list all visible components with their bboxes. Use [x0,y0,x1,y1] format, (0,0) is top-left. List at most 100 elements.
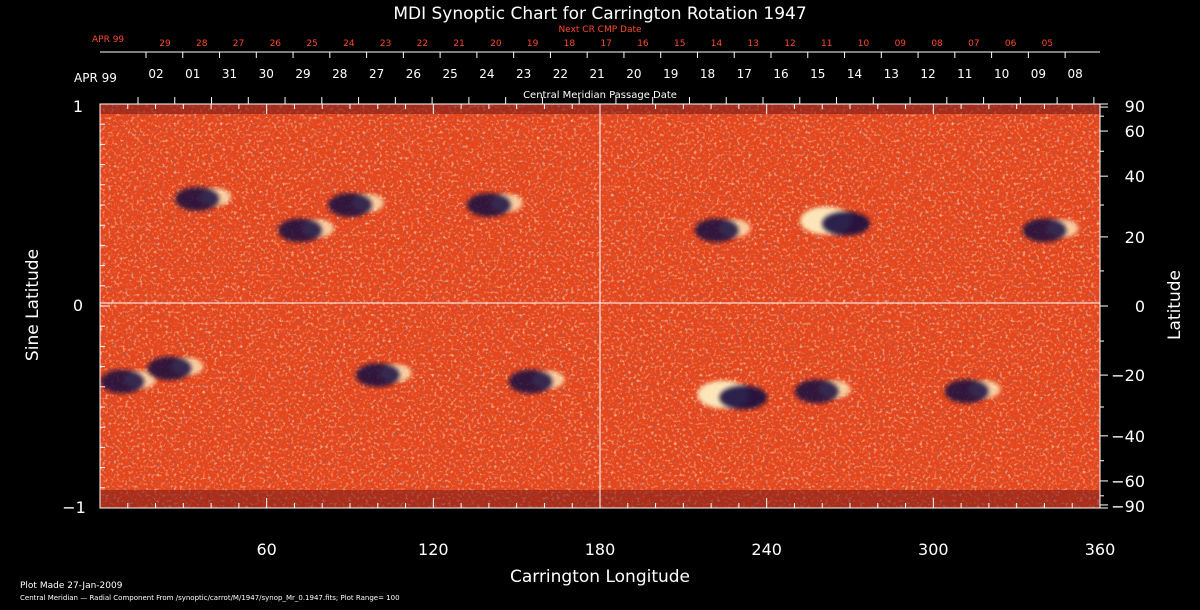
y-tick-label-right: 0 [1135,297,1145,316]
cmp-date: 30 [259,67,274,81]
y-tick-left-bottom: −1 [62,498,86,517]
y-tick-left-mid: 0 [73,296,83,315]
negative-flux [694,218,739,243]
next-cr-date: 08 [931,39,943,49]
active-region [175,186,232,211]
negative-flux [1022,218,1067,243]
next-cr-date: 07 [968,39,979,49]
cmp-date: 13 [884,67,899,81]
next-cr-date: 05 [1042,39,1053,49]
next-cr-date: 16 [637,39,649,49]
negative-flux [944,379,989,404]
active-region [100,369,157,394]
y-tick-label-right: 20 [1125,228,1145,247]
y-tick-label-right: 90 [1125,97,1145,116]
next-cr-month: APR 99 [92,35,124,45]
negative-flux [822,211,871,236]
active-region [466,193,523,217]
x-tick-label: 240 [751,540,782,559]
negative-flux [175,186,220,211]
next-cr-label: Next CR CMP Date [558,25,642,35]
y-axis-label-left: Sine Latitude [23,249,43,361]
next-cr-date: 29 [159,39,171,49]
active-region [794,379,851,404]
next-cr-date: 20 [490,39,502,49]
negative-flux [147,356,192,381]
next-cr-date: 12 [784,39,795,49]
cmp-date: 23 [516,67,531,81]
cmp-date: 16 [773,67,788,81]
plot-made-date: Plot Made 27-Jan-2009 [20,581,123,591]
cmp-date: 08 [1067,67,1082,81]
y-tick-label-right: −20 [1111,366,1145,385]
cmp-date: 02 [148,67,163,81]
cmp-date: 28 [332,67,347,81]
cmp-date: 09 [1031,67,1046,81]
cmp-date: 21 [590,67,605,81]
negative-flux [719,385,768,410]
active-region [800,206,871,236]
negative-flux [466,193,511,217]
cmp-date: 12 [920,67,935,81]
next-cr-date: 21 [453,39,464,49]
cmp-date: 26 [406,67,421,81]
active-regions [100,186,1079,410]
cmp-date: 22 [553,67,568,81]
cmp-date: 10 [994,67,1009,81]
cmp-label: Central Meridian Passage Date [523,90,677,101]
negative-flux [355,363,400,388]
next-cr-date: 11 [821,39,832,49]
active-region [694,218,751,243]
cmp-date: 17 [737,67,752,81]
active-region [147,356,204,381]
next-cr-date: 18 [564,39,576,49]
cmp-date: 01 [185,67,200,81]
negative-flux [794,379,839,404]
negative-flux [328,193,372,217]
y-tick-label-right: −90 [1111,497,1145,516]
x-tick-label: 120 [418,540,449,559]
next-cr-date: 22 [417,39,428,49]
next-cr-ticks [145,52,1066,58]
cmp-date: 25 [442,67,457,81]
active-region [328,193,384,217]
y-tick-label-right: 40 [1125,167,1145,186]
cmp-ticks [137,97,1095,104]
next-cr-date: 24 [343,39,355,49]
negative-flux [100,369,145,394]
cmp-date: 18 [700,67,715,81]
y-tick-label-right: −60 [1111,472,1145,491]
next-cr-date: 28 [196,39,208,49]
cmp-month: APR 99 [74,71,117,85]
y-tick-label-right: 60 [1125,122,1145,141]
next-cr-date: 26 [270,39,282,49]
cmp-date: 27 [369,67,384,81]
next-cr-date: 19 [527,39,539,49]
active-region [355,363,412,388]
chart-title: MDI Synoptic Chart for Carrington Rotati… [393,4,806,24]
next-cr-date: 14 [711,39,723,49]
next-cr-date: 15 [674,39,685,49]
x-axis-label: Carrington Longitude [510,567,690,587]
cmp-date: 29 [295,67,310,81]
cmp-date: 19 [663,67,678,81]
next-cr-date-labels: 29 28 27 26 25 24 23 22 21 20 19 18 17 16 15 14 13 12 11 10… [159,39,1053,49]
cmp-date: 15 [810,67,825,81]
next-cr-date: 10 [858,39,870,49]
active-region [1022,218,1079,243]
x-axis-ticks: 60 120 180 240 300 360 [99,104,1115,559]
y-tick-left-top: 1 [73,97,83,116]
x-tick-label: 180 [585,540,616,559]
next-cr-date: 27 [233,39,244,49]
cmp-date: 11 [957,67,972,81]
active-region [697,380,768,410]
next-cr-date: 09 [895,39,907,49]
negative-flux [508,369,553,394]
next-cr-date: 23 [380,39,391,49]
next-cr-date: 13 [748,39,759,49]
active-region [508,369,565,394]
footer-note: Central Meridian — Radial Component From… [20,594,400,602]
left-axis-ticks [100,103,110,509]
next-cr-date: 17 [600,39,611,49]
